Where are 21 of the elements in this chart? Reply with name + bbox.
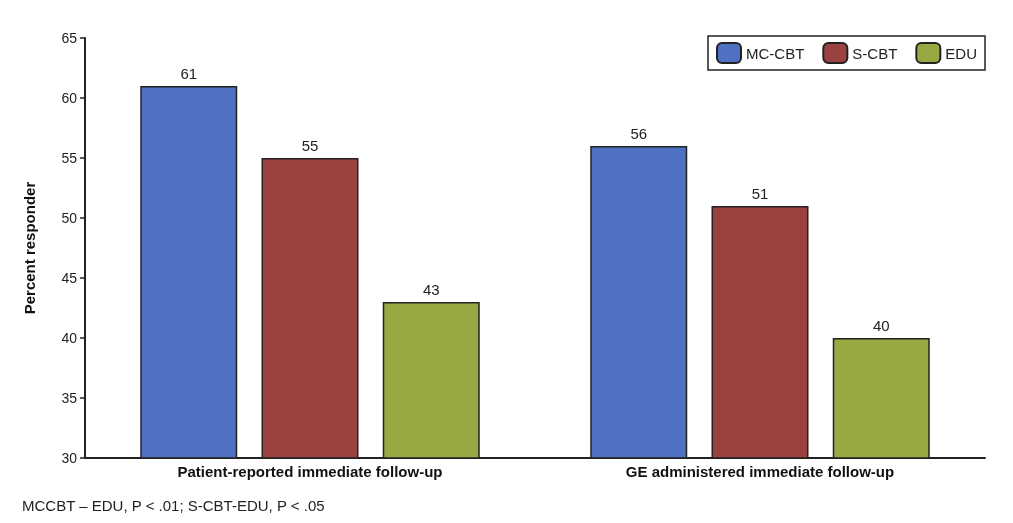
data-label: 55	[301, 137, 319, 154]
y-tick-label: 40	[61, 330, 78, 346]
data-label: 61	[180, 65, 198, 82]
y-tick-label: 35	[61, 390, 78, 406]
data-label: 43	[422, 281, 440, 298]
legend-label: MC-CBT	[746, 44, 805, 62]
y-tick-label: 60	[61, 90, 78, 106]
data-label: 51	[751, 185, 769, 202]
legend-label: EDU	[945, 44, 977, 62]
data-label: 40	[872, 317, 890, 334]
y-tick-label: 30	[61, 450, 78, 466]
text: MCCBT – EDU, P < .01; S-CBT-EDU, P < .05	[22, 497, 325, 514]
y-axis-title: Percent responder	[21, 181, 38, 315]
y-tick-label: 65	[61, 30, 78, 46]
x-tick-label: GE administered immediate follow-up	[625, 463, 895, 480]
y-tick-label: 45	[61, 270, 78, 286]
y-tick-label: 50	[61, 210, 78, 226]
y-tick-label: 55	[61, 150, 78, 166]
data-label: 56	[630, 125, 648, 142]
x-tick-label: Patient-reported immediate follow-up	[177, 463, 443, 480]
legend-label: S-CBT	[852, 44, 898, 62]
